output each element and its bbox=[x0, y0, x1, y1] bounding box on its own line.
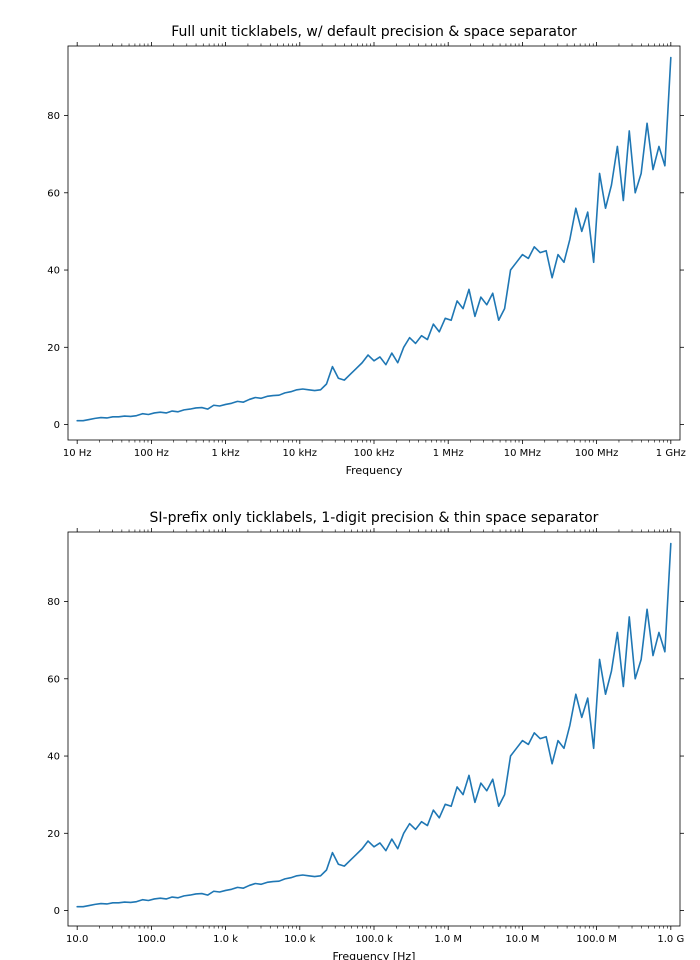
x-axis-label: Frequency [Hz] bbox=[333, 950, 416, 960]
ytick-label: 60 bbox=[47, 674, 60, 685]
data-line bbox=[77, 58, 671, 421]
xtick-label: 100.0 bbox=[137, 934, 166, 945]
xtick-label: 10.0 k bbox=[284, 934, 315, 945]
xtick-label: 1 kHz bbox=[212, 448, 240, 459]
xtick-label: 1 GHz bbox=[656, 448, 686, 459]
axes-spines bbox=[68, 46, 680, 440]
ytick-label: 40 bbox=[47, 752, 60, 763]
figure: Full unit ticklabels, w/ default precisi… bbox=[0, 0, 700, 960]
xtick-label: 10.0 bbox=[66, 934, 88, 945]
xtick-label: 10.0 M bbox=[505, 934, 539, 945]
ytick-label: 0 bbox=[54, 420, 60, 431]
ytick-label: 20 bbox=[47, 829, 60, 840]
panel-1: SI-prefix only ticklabels, 1-digit preci… bbox=[47, 510, 684, 960]
ytick-label: 40 bbox=[47, 266, 60, 277]
ytick-label: 60 bbox=[47, 188, 60, 199]
xtick-label: 1.0 k bbox=[213, 934, 238, 945]
panel-0: Full unit ticklabels, w/ default precisi… bbox=[47, 24, 686, 477]
xtick-label: 10 MHz bbox=[504, 448, 541, 459]
data-line bbox=[77, 544, 671, 907]
ytick-label: 20 bbox=[47, 343, 60, 354]
panel-title: Full unit ticklabels, w/ default precisi… bbox=[171, 24, 577, 40]
axes-spines bbox=[68, 532, 680, 926]
ytick-label: 0 bbox=[54, 906, 60, 917]
xtick-label: 100 Hz bbox=[134, 448, 169, 459]
xtick-label: 100.0 k bbox=[355, 934, 393, 945]
xtick-label: 100 kHz bbox=[354, 448, 395, 459]
xtick-label: 1.0 G bbox=[657, 934, 684, 945]
xtick-label: 100 MHz bbox=[575, 448, 619, 459]
panel-title: SI-prefix only ticklabels, 1-digit preci… bbox=[150, 510, 599, 526]
x-axis-label: Frequency bbox=[346, 464, 403, 477]
xtick-label: 100.0 M bbox=[576, 934, 616, 945]
xtick-label: 1.0 M bbox=[434, 934, 462, 945]
xtick-label: 10 Hz bbox=[63, 448, 92, 459]
xtick-label: 10 kHz bbox=[283, 448, 317, 459]
ytick-label: 80 bbox=[47, 111, 60, 122]
ytick-label: 80 bbox=[47, 597, 60, 608]
xtick-label: 1 MHz bbox=[433, 448, 464, 459]
